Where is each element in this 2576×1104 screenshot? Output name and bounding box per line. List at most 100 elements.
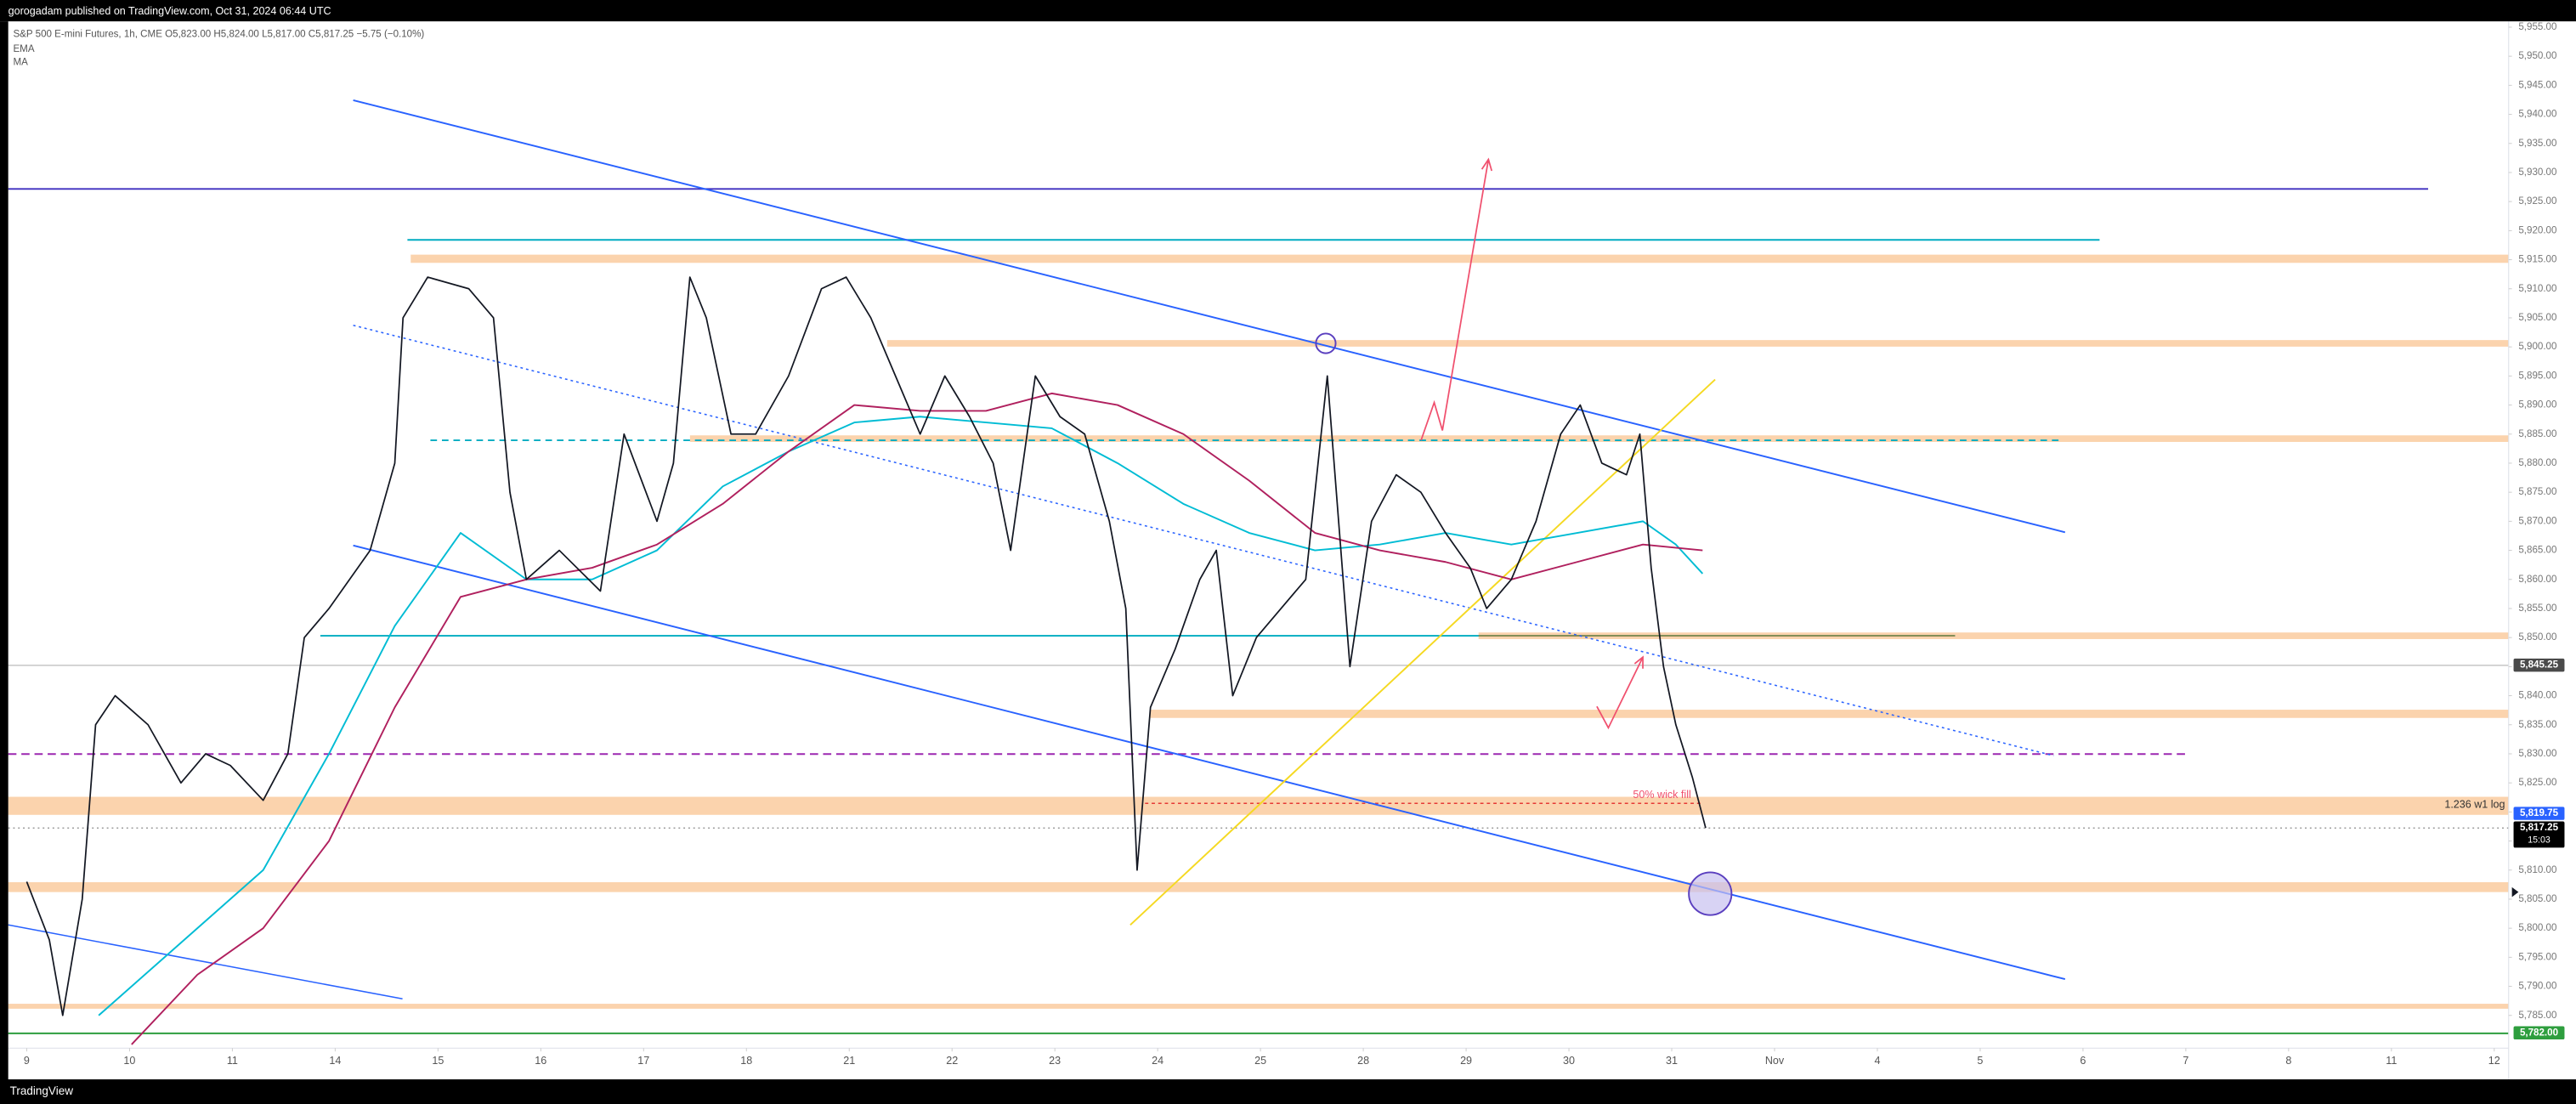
- price-line: [25, 276, 1707, 1016]
- top-bar: [0, 0, 2576, 22]
- annotation: 50% wick fill: [1633, 789, 1690, 801]
- left-border: [0, 21, 8, 1080]
- price-tag-label: 5,817.25: [2520, 823, 2559, 833]
- y-tick-label: 5,925.00: [2518, 196, 2556, 207]
- y-tick-label: 5,880.00: [2518, 458, 2556, 468]
- price-tag-label: 5,845.25: [2520, 660, 2559, 671]
- y-tick-label: 5,930.00: [2518, 167, 2556, 178]
- arrow: [1596, 656, 1644, 730]
- y-tick-label: 5,850.00: [2518, 632, 2556, 643]
- x-tick-label: 28: [1357, 1055, 1369, 1067]
- x-tick-label: 22: [946, 1055, 958, 1067]
- legend-entry[interactable]: MA: [13, 58, 28, 68]
- price-tag: [2513, 658, 2565, 672]
- y-tick-label: 5,920.00: [2518, 225, 2556, 235]
- x-tick-label: 5: [1977, 1055, 1983, 1067]
- trend-line: [353, 99, 2066, 534]
- symbol-name: S&P 500 E-mini Futures, 1h, CME: [13, 30, 162, 40]
- y-tick-label: 5,955.00: [2518, 22, 2556, 32]
- y-tick-label: 5,885.00: [2518, 429, 2556, 439]
- x-tick-label: 6: [2080, 1055, 2086, 1067]
- arrow-head: [1633, 655, 1644, 669]
- y-tick-label: 5,900.00: [2518, 342, 2556, 352]
- series-layer: [25, 276, 1707, 1045]
- zone: [1150, 710, 2509, 718]
- y-tick-label: 5,945.00: [2518, 80, 2556, 90]
- y-tick-label: 5,805.00: [2518, 894, 2556, 904]
- zone: [8, 1004, 2509, 1009]
- x-tick-label: 11: [2386, 1055, 2397, 1067]
- y-tick-label: 5,910.00: [2518, 284, 2556, 294]
- zone: [410, 254, 2509, 263]
- zone: [689, 435, 2509, 442]
- y-tick-label: 5,935.00: [2518, 139, 2556, 149]
- y-tick-label: 5,835.00: [2518, 720, 2556, 730]
- x-tick-label: 14: [329, 1055, 341, 1067]
- countdown: 15:03: [2528, 835, 2551, 845]
- x-tick-label: 7: [2183, 1055, 2188, 1067]
- y-tick-label: 5,825.00: [2518, 778, 2556, 788]
- price-tag: [2513, 807, 2565, 820]
- trend-line: [353, 544, 2066, 981]
- x-tick-label: 21: [843, 1055, 855, 1067]
- x-tick-label: 17: [637, 1055, 649, 1067]
- x-tick-label: 23: [1049, 1055, 1061, 1067]
- y-tick-label: 5,855.00: [2518, 603, 2556, 614]
- x-tick-label: 29: [1460, 1055, 1472, 1067]
- circle-marker: [1315, 332, 1337, 354]
- arrow-head: [1480, 157, 1493, 172]
- x-tick-label: 25: [1254, 1055, 1266, 1067]
- y-tick-label: 5,795.00: [2518, 952, 2556, 962]
- brand[interactable]: TradingView: [10, 1084, 74, 1097]
- x-tick-label: 11: [227, 1055, 238, 1067]
- x-tick-label: 10: [123, 1055, 135, 1067]
- y-tick-label: 5,810.00: [2518, 865, 2556, 875]
- y-tick-label: 5,940.00: [2518, 110, 2556, 120]
- publisher: gorogadam published on TradingView.com, …: [8, 5, 331, 17]
- x-tick-label: 15: [432, 1055, 444, 1067]
- circle-marker: [1688, 871, 1733, 916]
- x-tick-label: 12: [2488, 1055, 2500, 1067]
- x-tick-label: Nov: [1765, 1055, 1785, 1067]
- x-tick-label: 16: [535, 1055, 546, 1067]
- y-tick-label: 5,860.00: [2518, 575, 2556, 585]
- price-tag-label: 5,782.00: [2520, 1028, 2558, 1038]
- bottom-bar: [0, 1079, 2576, 1104]
- annotation: 1.236 w1 log: [2444, 798, 2505, 810]
- x-tick-label: 31: [1666, 1055, 1678, 1067]
- indicator-line: [131, 392, 1703, 1045]
- price-tag: [2513, 1026, 2565, 1040]
- indicator-line: [98, 416, 1704, 1016]
- zone: [8, 882, 2509, 892]
- x-tick-label: 9: [24, 1055, 30, 1067]
- y-tick-label: 5,905.00: [2518, 313, 2556, 323]
- y-tick-label: 5,870.00: [2518, 516, 2556, 526]
- price-tag: [2513, 821, 2565, 848]
- trend-line: [353, 324, 2054, 756]
- ohlc: O5,823.00 H5,824.00 L5,817.00 C5,817.25 …: [165, 30, 424, 40]
- x-tick-label: 30: [1563, 1055, 1575, 1067]
- zone: [886, 340, 2509, 347]
- drawings: [8, 99, 2509, 1034]
- price-tag-label: 5,819.75: [2520, 808, 2559, 818]
- scroll-marker: [2511, 886, 2519, 897]
- y-tick-label: 5,890.00: [2518, 400, 2556, 410]
- x-tick-label: 24: [1152, 1055, 1163, 1067]
- axis-layer: 5,785.00 5,790.00 5,795.00 5,800.00 5,805.00…: [24, 22, 2565, 1067]
- y-tick-label: 5,895.00: [2518, 371, 2556, 381]
- x-tick-label: 4: [1874, 1055, 1880, 1067]
- x-tick-label: 8: [2285, 1055, 2291, 1067]
- y-tick-label: 5,790.00: [2518, 982, 2556, 992]
- zone: [1478, 632, 2509, 639]
- y-tick-label: 5,800.00: [2518, 923, 2556, 933]
- y-tick-label: 5,785.00: [2518, 1011, 2556, 1021]
- y-tick-label: 5,915.00: [2518, 255, 2556, 265]
- symbol-title: S&P 500 E-mini Futures, 1h, CME O5,823.0…: [13, 30, 424, 40]
- x-tick-label: 18: [740, 1055, 752, 1067]
- arrow: [1420, 159, 1490, 441]
- legend-entry[interactable]: EMA: [13, 44, 34, 54]
- y-tick-label: 5,950.00: [2518, 51, 2556, 61]
